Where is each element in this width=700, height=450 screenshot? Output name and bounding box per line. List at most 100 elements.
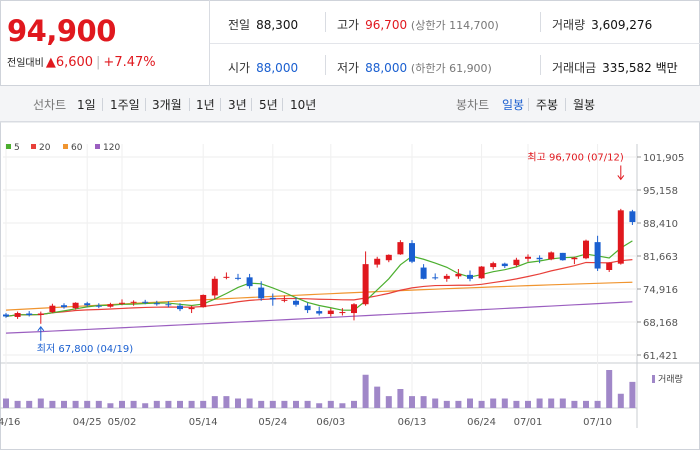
legend-swatch xyxy=(31,144,36,149)
volume-bar xyxy=(362,374,369,408)
candle-body xyxy=(130,301,137,303)
candle-body xyxy=(583,240,589,259)
ma120-line xyxy=(5,301,633,334)
volume-bar xyxy=(304,400,311,408)
tab-3y[interactable]: 3년 xyxy=(228,98,247,112)
candle-body xyxy=(420,267,427,279)
candle-body xyxy=(211,278,218,296)
low-price: 저가 88,000 (하한가 61,900) xyxy=(337,61,492,75)
volume-bar xyxy=(72,400,79,408)
candle-body xyxy=(490,263,497,268)
legend-label: 120 xyxy=(103,143,120,153)
change-percent: +7.47% xyxy=(103,55,156,70)
candle-body xyxy=(629,211,636,223)
tab-1d[interactable]: 1일 xyxy=(77,98,96,112)
volume-bar xyxy=(281,400,288,408)
volume-bar xyxy=(107,403,114,408)
high-price: 고가 96,700 (상한가 114,700) xyxy=(337,18,499,32)
col-divider xyxy=(325,12,326,32)
candle-body xyxy=(84,303,91,306)
candle-body xyxy=(525,256,531,259)
volume-bar xyxy=(420,396,427,408)
y-tick-label: 101,905 xyxy=(643,153,684,164)
x-tick-label: 04/16 xyxy=(0,417,20,428)
candle-chart-label: 봉차트 xyxy=(456,98,490,112)
volume-bar xyxy=(397,389,404,408)
volume-bar xyxy=(177,400,183,408)
col-divider xyxy=(540,55,541,75)
volume-bar xyxy=(153,400,160,408)
legend-swatch xyxy=(63,144,68,149)
volume-bar xyxy=(501,398,508,408)
volume-bar xyxy=(327,400,334,408)
volume-bar xyxy=(37,398,44,408)
candle-body xyxy=(304,305,311,311)
tab-10y[interactable]: 10년 xyxy=(290,98,317,112)
line-chart-label: 선차트 xyxy=(33,98,67,112)
tab-3m[interactable]: 3개월 xyxy=(152,98,182,112)
volume-bar xyxy=(119,400,125,408)
candle-body xyxy=(281,299,288,301)
candle-body xyxy=(571,257,578,260)
volume-bar xyxy=(95,400,102,408)
candle-body xyxy=(478,266,485,279)
candle-body xyxy=(246,277,253,287)
candle-body xyxy=(258,287,265,299)
y-tick-label: 88,410 xyxy=(643,219,678,230)
volume-bar xyxy=(478,400,485,408)
candle-body xyxy=(119,302,125,304)
prev-close: 전일 88,300 xyxy=(228,18,299,32)
tab-weekly[interactable]: 주봉 xyxy=(536,98,559,112)
candle-body xyxy=(559,252,566,261)
candle-body xyxy=(339,312,346,314)
x-tick-label: 05/14 xyxy=(189,417,218,428)
candle-body xyxy=(594,242,601,269)
volume-bar xyxy=(443,400,450,408)
candle-body xyxy=(142,301,149,303)
volume-bar xyxy=(490,398,497,408)
volume-bar xyxy=(583,400,589,408)
candle-body xyxy=(606,262,613,271)
tab-divider xyxy=(102,98,103,111)
candle-body xyxy=(397,242,404,255)
candle-body xyxy=(443,275,450,279)
tab-1w[interactable]: 1주일 xyxy=(110,98,140,112)
volume-stat: 거래량 3,609,276 xyxy=(552,18,653,32)
legend-label: 60 xyxy=(71,143,83,153)
candle-body xyxy=(316,311,323,314)
candle-body xyxy=(513,259,520,266)
volume-bar xyxy=(594,400,601,408)
candle-body xyxy=(235,277,241,279)
candle-body xyxy=(200,294,207,308)
tab-1y[interactable]: 1년 xyxy=(196,98,215,112)
candle-body xyxy=(26,313,33,315)
tab-5y[interactable]: 5년 xyxy=(259,98,278,112)
volume-bar xyxy=(61,400,67,408)
candle-body xyxy=(72,302,79,309)
candle-body xyxy=(409,243,415,262)
volume-bar xyxy=(409,396,415,408)
tab-daily[interactable]: 일봉 xyxy=(502,98,525,112)
tab-monthly[interactable]: 월봉 xyxy=(573,98,596,112)
volume-bar xyxy=(339,403,346,408)
volume-bar xyxy=(385,396,392,408)
volume-bar xyxy=(432,398,439,408)
volume-bar xyxy=(142,403,149,408)
y-tick-label: 95,158 xyxy=(643,186,678,197)
col-divider xyxy=(540,12,541,32)
candle-body xyxy=(327,310,334,315)
candle-body xyxy=(467,274,473,279)
volume-bar xyxy=(559,398,566,408)
change-label: 전일대비 xyxy=(7,58,44,69)
y-tick-label: 61,421 xyxy=(643,351,678,362)
x-tick-label: 04/25 xyxy=(73,417,102,428)
up-arrow-icon: ▲ xyxy=(45,55,56,70)
volume-bar xyxy=(293,400,299,408)
volume-bar xyxy=(467,398,473,408)
candle-body xyxy=(385,254,392,261)
x-tick-label: 06/03 xyxy=(316,417,345,428)
candle-body xyxy=(37,313,44,315)
change-value: 6,600 xyxy=(55,55,94,70)
candle-body xyxy=(14,313,21,317)
low-arrow-head xyxy=(37,325,45,332)
